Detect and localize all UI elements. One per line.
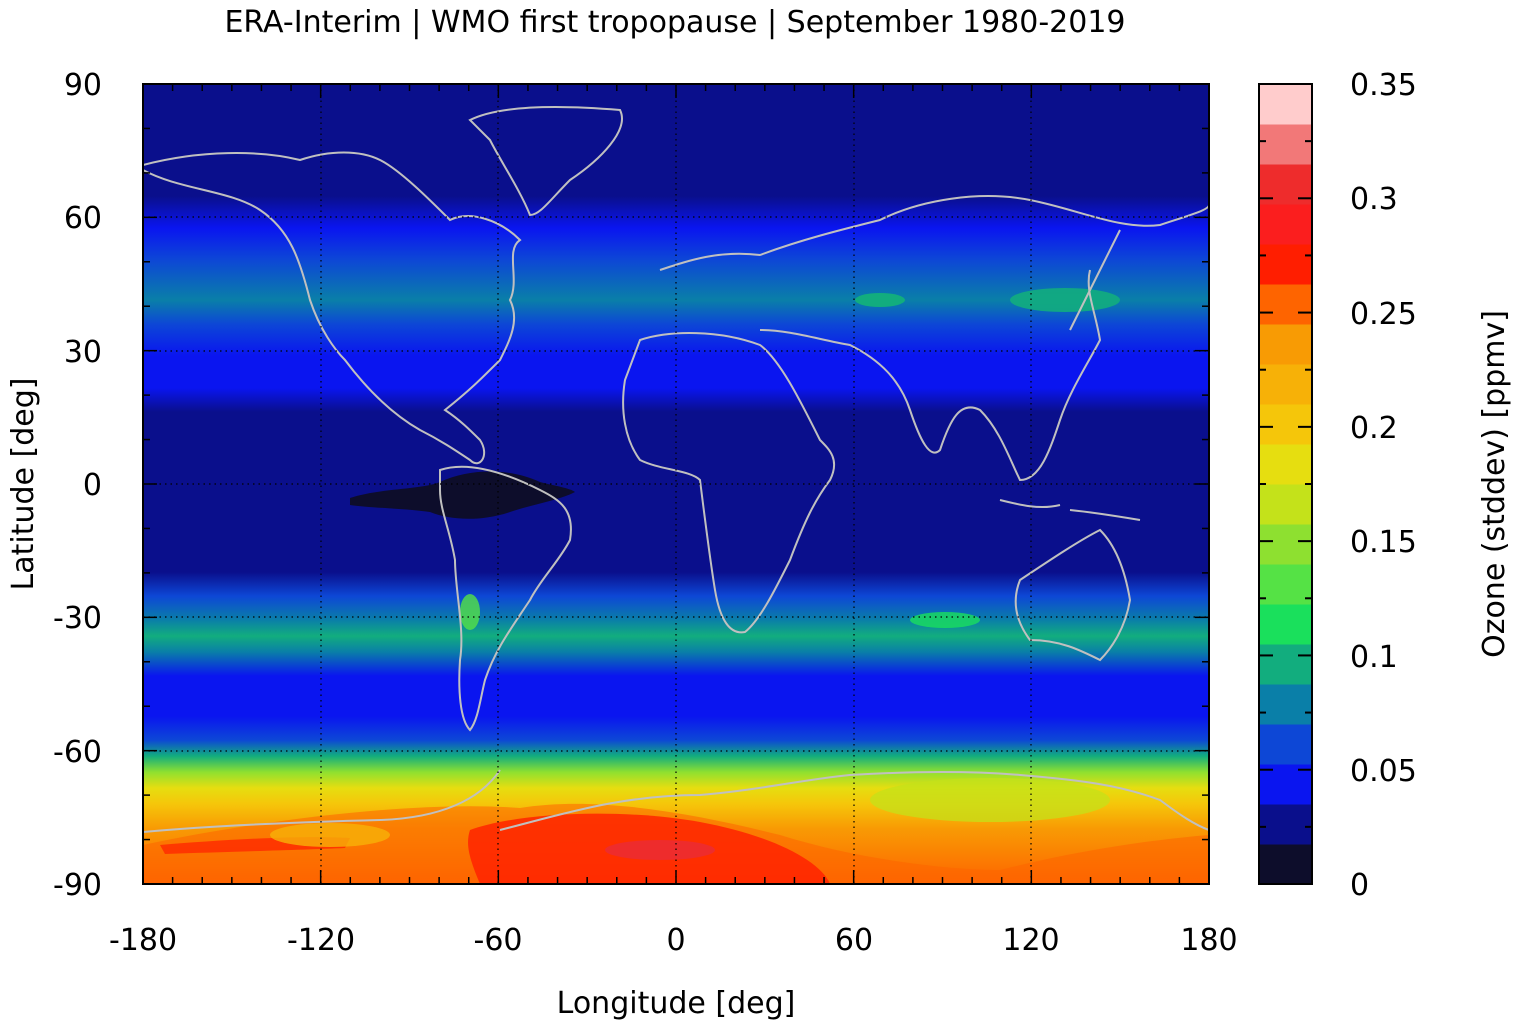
coastlines xyxy=(143,106,1209,833)
coastline-indonesia xyxy=(999,499,1141,521)
colorbar-segment xyxy=(1259,844,1312,885)
colorbar-ticks xyxy=(1259,83,1312,885)
x-tick-label: 120 xyxy=(1002,923,1059,958)
colorbar-segment xyxy=(1259,444,1312,485)
colorbar-segment xyxy=(1259,684,1312,725)
colorbar-tick-label: 0.35 xyxy=(1350,68,1417,103)
sh-jet-spot-indian xyxy=(910,612,980,628)
colorbar-label: Ozone (stddev) [ppmv] xyxy=(1477,310,1512,658)
coastline-africa xyxy=(622,332,836,634)
colorbar-segment xyxy=(1259,484,1312,525)
antarctic-peak xyxy=(605,840,715,860)
coastline-greenland xyxy=(468,106,623,217)
y-tick-label: -60 xyxy=(53,735,102,770)
colorbar-segment xyxy=(1259,284,1312,325)
y-tick-label: 30 xyxy=(64,335,102,370)
coastline-australia xyxy=(1014,528,1132,662)
coastline-europe-asia xyxy=(659,195,1209,482)
x-axis-label: Longitude [deg] xyxy=(557,986,796,1021)
colorbar-segment xyxy=(1259,804,1312,845)
x-tick-label: 0 xyxy=(666,923,685,958)
colorbar-segment xyxy=(1259,604,1312,645)
x-tick-label: 60 xyxy=(835,923,873,958)
y-tick-label: 90 xyxy=(64,68,102,103)
colorbar-segment xyxy=(1259,124,1312,165)
colorbar xyxy=(1259,84,1312,885)
colorbar-tick-label: 0.25 xyxy=(1350,297,1417,332)
colorbar-segment xyxy=(1259,724,1312,765)
colorbar-segment xyxy=(1259,204,1312,245)
x-axis-tick-labels: -180 -120 -60 0 60 120 180 xyxy=(109,923,1238,958)
y-axis-label: Latitude [deg] xyxy=(6,378,41,591)
coastline-north-america xyxy=(143,151,522,465)
chart-title: ERA-Interim | WMO first tropopause | Sep… xyxy=(224,5,1125,40)
colorbar-tick-label: 0.2 xyxy=(1350,411,1398,446)
indian-ocean-lower-region xyxy=(870,778,1110,822)
y-tick-label: 0 xyxy=(83,468,102,503)
south-pacific-lower-region xyxy=(270,823,390,847)
x-tick-label: -180 xyxy=(109,923,177,958)
map-gridlines xyxy=(143,84,1209,884)
x-tick-label: -120 xyxy=(287,923,355,958)
tropical-minimum-region xyxy=(350,471,575,519)
coastline-japan xyxy=(1069,229,1121,331)
colorbar-segment xyxy=(1259,524,1312,565)
colorbar-segment xyxy=(1259,364,1312,405)
colorbar-tick-label: 0.15 xyxy=(1350,525,1417,560)
colorbar-tick-label: 0.05 xyxy=(1350,754,1417,789)
colorbar-tick-label: 0 xyxy=(1350,868,1369,903)
colorbar-segment xyxy=(1259,564,1312,605)
x-tick-label: -60 xyxy=(474,923,523,958)
colorbar-segment xyxy=(1259,404,1312,445)
y-tick-label: 60 xyxy=(64,201,102,236)
colorbar-tick-label: 0.1 xyxy=(1350,640,1398,675)
y-axis-tick-labels: -90 -60 -30 0 30 60 90 xyxy=(53,68,102,903)
sh-jet-spot-atlantic xyxy=(460,594,480,630)
colorbar-segment xyxy=(1259,244,1312,285)
nh-jet-spot-central-asia xyxy=(855,293,905,307)
x-tick-label: 180 xyxy=(1180,923,1237,958)
colorbar-segment xyxy=(1259,84,1312,125)
colorbar-segment xyxy=(1259,324,1312,365)
y-tick-label: -90 xyxy=(53,868,102,903)
colorbar-segment xyxy=(1259,764,1312,805)
colorbar-tick-label: 0.3 xyxy=(1350,182,1398,217)
nh-jet-spot-asia xyxy=(1010,288,1120,312)
colorbar-segment xyxy=(1259,644,1312,685)
y-tick-label: -30 xyxy=(53,601,102,636)
coastline-south-america xyxy=(439,465,572,732)
map-minor-ticks xyxy=(142,83,1210,885)
coastline-antarctica xyxy=(143,769,1209,833)
colorbar-tick-labels: 0 0.05 0.1 0.15 0.2 0.25 0.3 0.35 xyxy=(1350,68,1417,903)
